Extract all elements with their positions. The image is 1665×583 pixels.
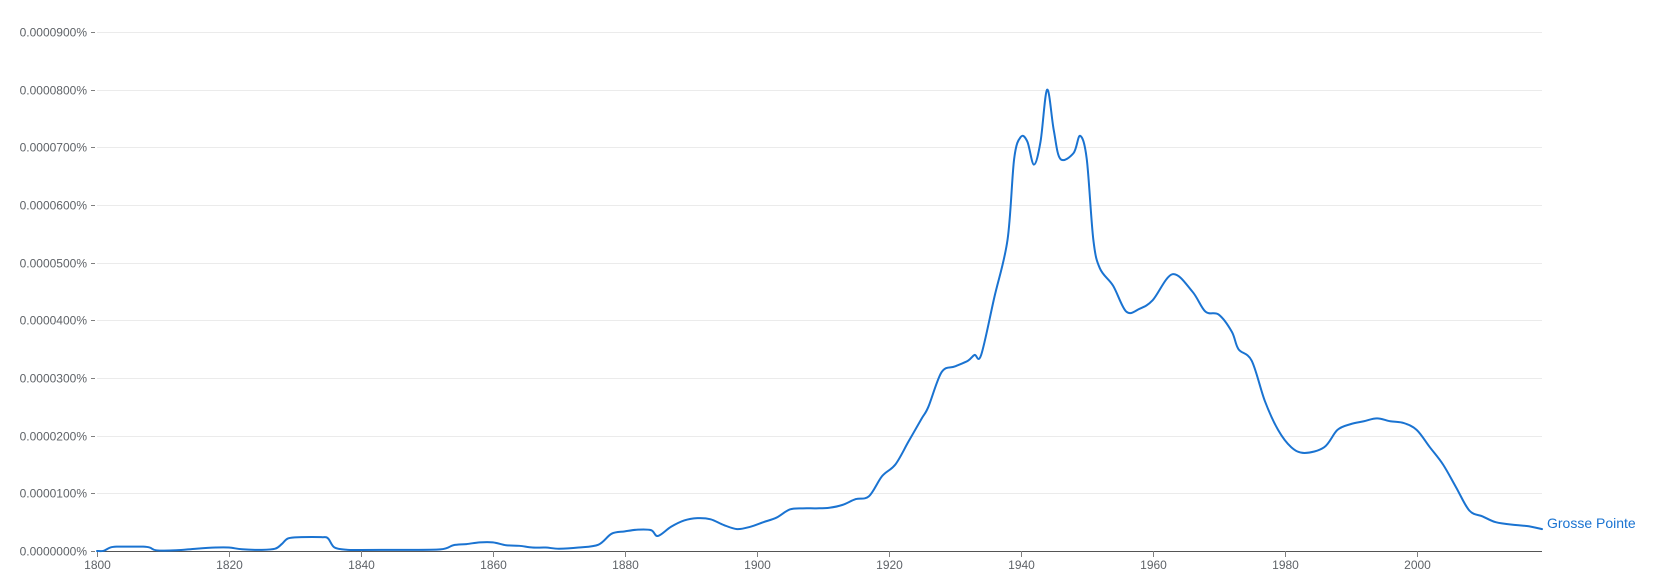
x-tick-label: 1840 — [348, 558, 375, 572]
x-tick-label: 1800 — [84, 558, 111, 572]
x-tick-label: 1880 — [612, 558, 639, 572]
x-tick-label: 1920 — [876, 558, 903, 572]
y-tick-label: 0.0000800% — [20, 84, 88, 98]
x-tick-label: 1940 — [1008, 558, 1035, 572]
y-tick-label: 0.0000900% — [20, 26, 88, 40]
y-tick-label: 0.0000200% — [20, 430, 88, 444]
x-tick-label: 1900 — [744, 558, 771, 572]
x-tick-label: 1960 — [1140, 558, 1167, 572]
y-tick-label: 0.0000300% — [20, 372, 88, 386]
y-tick-label: 0.0000000% — [20, 545, 88, 559]
series-layer: Grosse Pointe — [96, 88, 1636, 553]
series-label[interactable]: Grosse Pointe — [1547, 515, 1636, 531]
x-axis: 1800 1820 1840 1860 1880 1900 1920 1940 1960 1980… — [84, 551, 1542, 572]
y-tick-label: 0.0000400% — [20, 314, 88, 328]
y-tick-label: 0.0000700% — [20, 141, 88, 155]
x-tick-label: 2000 — [1404, 558, 1431, 572]
x-tick-label: 1980 — [1272, 558, 1299, 572]
y-axis: 0.0000000% 0.0000100% 0.0000200% 0.0000300%… — [20, 26, 95, 559]
x-tick-label: 1820 — [216, 558, 243, 572]
y-tick-label: 0.0000100% — [20, 487, 88, 501]
series-line[interactable] — [96, 88, 1543, 553]
y-tick-label: 0.0000600% — [20, 199, 88, 213]
x-tick-label: 1860 — [480, 558, 507, 572]
y-tick-label: 0.0000500% — [20, 257, 88, 271]
grid-layer — [97, 32, 1542, 494]
